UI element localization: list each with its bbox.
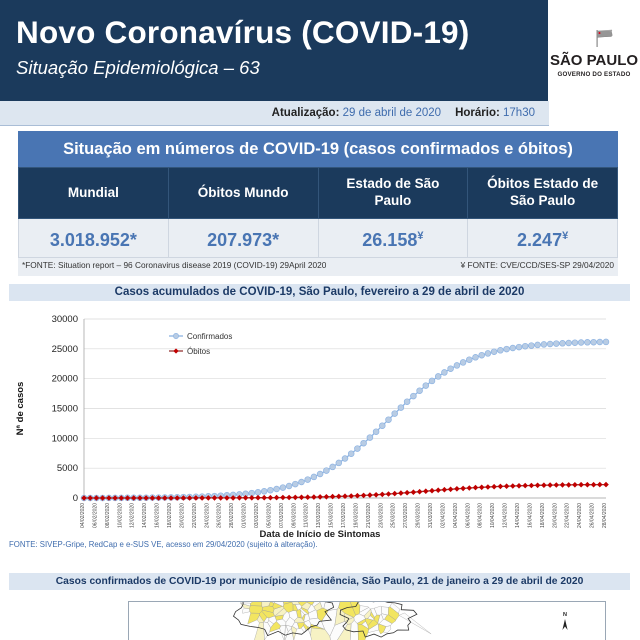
svg-text:04/02/2020: 04/02/2020 [80,503,86,528]
svg-text:22/04/2020: 22/04/2020 [565,503,571,528]
svg-text:04/04/2020: 04/04/2020 [453,503,459,528]
svg-text:13/03/2020: 13/03/2020 [316,503,322,528]
svg-text:20/04/2020: 20/04/2020 [552,503,558,528]
svg-text:17/03/2020: 17/03/2020 [341,503,347,528]
svg-text:01/03/2020: 01/03/2020 [242,503,248,528]
svg-text:20/02/2020: 20/02/2020 [179,503,185,528]
svg-text:30000: 30000 [52,314,78,325]
svg-text:15000: 15000 [52,404,78,415]
svg-text:15/03/2020: 15/03/2020 [329,503,335,528]
svg-text:08/02/2020: 08/02/2020 [105,503,111,528]
svg-text:N: N [563,612,567,618]
svg-text:31/03/2020: 31/03/2020 [428,503,434,528]
svg-text:14/04/2020: 14/04/2020 [515,503,521,528]
svg-text:26/04/2020: 26/04/2020 [590,503,596,528]
svg-text:20000: 20000 [52,374,78,385]
svg-text:Óbitos: Óbitos [187,347,210,356]
svg-text:0: 0 [73,493,78,504]
svg-text:25/03/2020: 25/03/2020 [391,503,397,528]
svg-text:06/02/2020: 06/02/2020 [92,503,98,528]
svg-text:25000: 25000 [52,344,78,355]
svg-text:21/03/2020: 21/03/2020 [366,503,372,528]
svg-text:Nª de casos: Nª de casos [15,382,26,436]
svg-text:29/03/2020: 29/03/2020 [416,503,422,528]
svg-text:12/02/2020: 12/02/2020 [130,503,136,528]
svg-text:16/04/2020: 16/04/2020 [527,503,533,528]
svg-text:27/03/2020: 27/03/2020 [403,503,409,528]
svg-text:10/02/2020: 10/02/2020 [117,503,123,528]
svg-text:26/02/2020: 26/02/2020 [217,503,223,528]
svg-text:08/04/2020: 08/04/2020 [478,503,484,528]
svg-text:28/02/2020: 28/02/2020 [229,503,235,528]
svg-text:28/04/2020: 28/04/2020 [602,503,608,528]
svg-text:22/02/2020: 22/02/2020 [192,503,198,528]
svg-text:16/02/2020: 16/02/2020 [155,503,161,528]
svg-text:03/03/2020: 03/03/2020 [254,503,260,528]
svg-text:09/03/2020: 09/03/2020 [291,503,297,528]
svg-text:12/04/2020: 12/04/2020 [503,503,509,528]
svg-text:19/03/2020: 19/03/2020 [353,503,359,528]
svg-text:Confirmados: Confirmados [187,332,232,341]
svg-text:10/04/2020: 10/04/2020 [490,503,496,528]
svg-text:14/02/2020: 14/02/2020 [142,503,148,528]
svg-text:18/02/2020: 18/02/2020 [167,503,173,528]
svg-text:06/04/2020: 06/04/2020 [465,503,471,528]
svg-text:23/03/2020: 23/03/2020 [378,503,384,528]
svg-text:24/02/2020: 24/02/2020 [204,503,210,528]
svg-text:5000: 5000 [57,463,78,474]
svg-text:07/03/2020: 07/03/2020 [279,503,285,528]
svg-text:18/04/2020: 18/04/2020 [540,503,546,528]
svg-text:24/04/2020: 24/04/2020 [577,503,583,528]
svg-text:02/04/2020: 02/04/2020 [440,503,446,528]
svg-text:10000: 10000 [52,433,78,444]
svg-text:11/03/2020: 11/03/2020 [304,503,310,528]
svg-text:05/03/2020: 05/03/2020 [266,503,272,528]
